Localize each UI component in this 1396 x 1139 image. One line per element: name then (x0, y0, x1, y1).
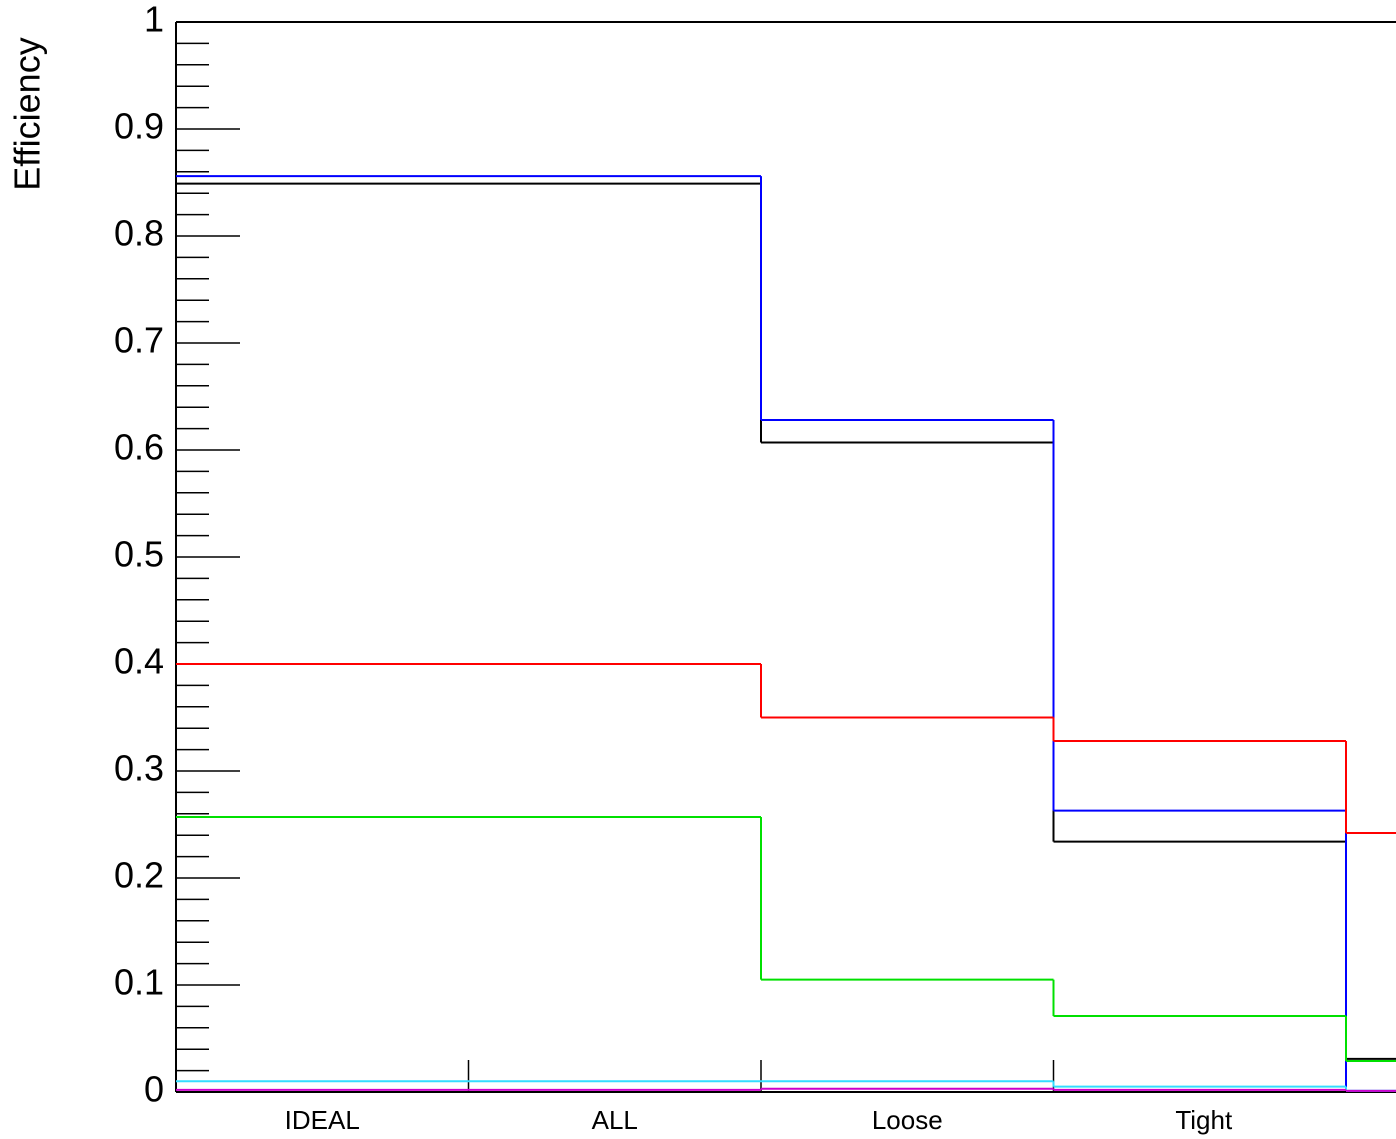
y-tick-label: 0.8 (114, 213, 164, 254)
x-tick-label: IDEAL (285, 1105, 360, 1135)
y-tick-label: 0.4 (114, 641, 164, 682)
x-tick-label: Tight (1175, 1105, 1233, 1135)
y-tick-label: 0.3 (114, 748, 164, 789)
y-tick-label: 0.5 (114, 534, 164, 575)
y-tick-label: 0.7 (114, 320, 164, 361)
y-tick-label: 0.6 (114, 427, 164, 468)
y-tick-label: 1 (144, 0, 164, 40)
y-tick-label: 0.9 (114, 106, 164, 147)
y-tick-label: 0.1 (114, 962, 164, 1003)
y-tick-label: 0.2 (114, 855, 164, 896)
y-axis-label: Efficiency (7, 37, 48, 190)
y-tick-label: 0 (144, 1069, 164, 1110)
x-tick-label: ALL (592, 1105, 638, 1135)
x-tick-label: Loose (872, 1105, 943, 1135)
